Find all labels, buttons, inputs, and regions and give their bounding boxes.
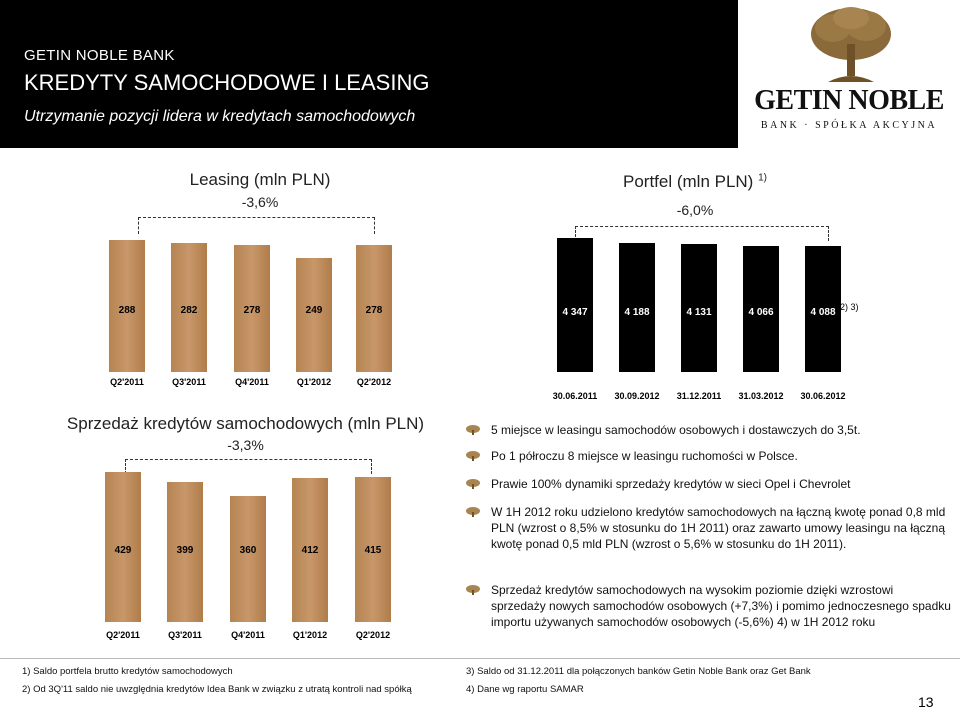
sprzedaz-category-label: Q3'2011 bbox=[168, 630, 202, 640]
leasing-value-label: 282 bbox=[180, 305, 198, 316]
portfel-bar bbox=[681, 244, 717, 372]
leasing-bar bbox=[171, 243, 207, 372]
leasing-chart-title: Leasing (mln PLN) bbox=[189, 170, 331, 189]
sprzedaz-category-label: Q2'2012 bbox=[355, 630, 391, 640]
portfel-title-text: Portfel (mln PLN) bbox=[622, 172, 754, 191]
portfel-value-label: 4 088 bbox=[810, 307, 836, 318]
portfel-value-label: 4 131 bbox=[686, 307, 712, 318]
portfel-bar bbox=[743, 246, 779, 372]
bullet-tree-icon bbox=[466, 507, 480, 517]
portfel-category-label: 31.12.2011 bbox=[676, 391, 722, 401]
portfel-chart-title: Portfel (mln PLN) 1) bbox=[600, 172, 790, 192]
portfel-bar bbox=[557, 237, 593, 372]
leasing-category-label: Q3'2011 bbox=[172, 377, 206, 387]
page-title: KREDYTY SAMOCHODOWE I LEASING bbox=[24, 70, 430, 95]
footnote-1: 1) Saldo portfela brutto kredytów samoch… bbox=[22, 666, 233, 677]
portfel-bracket bbox=[575, 226, 829, 241]
logo: GETIN NOBLE BANK · SPÓŁKA AKCYJNA bbox=[738, 0, 960, 148]
portfel-change: -6,0% bbox=[676, 202, 714, 218]
portfel-value-label: 4 347 bbox=[562, 307, 588, 318]
leasing-change: -3,6% bbox=[241, 194, 279, 210]
portfel-title-note: 1) bbox=[758, 172, 767, 184]
sprzedaz-value-label: 412 bbox=[301, 545, 319, 556]
portfel-value-label: 4 188 bbox=[624, 307, 650, 318]
page-number: 13 bbox=[918, 694, 934, 710]
bullet-text-4: W 1H 2012 roku udzielono kredytów samoch… bbox=[491, 505, 946, 551]
portfel-last-note: 2) 3) bbox=[840, 302, 859, 312]
sprzedaz-bar bbox=[230, 496, 266, 622]
bullet-tree-icon bbox=[466, 585, 480, 595]
leasing-category-label: Q4'2011 bbox=[235, 377, 269, 387]
sprzedaz-bar bbox=[105, 471, 141, 622]
leasing-value-label: 288 bbox=[118, 305, 136, 316]
portfel-category-label: 31.03.2012 bbox=[738, 391, 784, 401]
leasing-category-label: Q2'2012 bbox=[356, 377, 392, 387]
leasing-bar bbox=[296, 258, 332, 372]
sprzedaz-value-label: 429 bbox=[114, 545, 132, 556]
logo-name: GETIN NOBLE bbox=[754, 85, 944, 116]
portfel-bar bbox=[805, 245, 841, 372]
sprzedaz-value-label: 415 bbox=[364, 545, 382, 556]
sprzedaz-category-label: Q2'2011 bbox=[106, 630, 140, 640]
bullet-tree-icon bbox=[466, 425, 480, 435]
footer-divider bbox=[0, 658, 960, 659]
sprzedaz-category-label: Q4'2011 bbox=[231, 630, 265, 640]
sprzedaz-value-label: 399 bbox=[176, 545, 194, 556]
bullet-text-2: Po 1 półroczu 8 miejsce w leasingu rucho… bbox=[491, 449, 798, 463]
sprzedaz-chart-title: Sprzedaż kredytów samochodowych (mln PLN… bbox=[66, 414, 425, 433]
bank-name: GETIN NOBLE BANK bbox=[24, 47, 175, 64]
leasing-value-label: 278 bbox=[365, 305, 383, 316]
portfel-value-label: 4 066 bbox=[748, 307, 774, 318]
sprzedaz-category-label: Q1'2012 bbox=[292, 630, 328, 640]
leasing-value-label: 249 bbox=[305, 305, 323, 316]
sprzedaz-bracket bbox=[125, 459, 372, 474]
sprzedaz-bar bbox=[355, 476, 391, 622]
page-subtitle: Utrzymanie pozycji lidera w kredytach sa… bbox=[24, 108, 416, 125]
portfel-category-label: 30.09.2012 bbox=[614, 391, 660, 401]
bullet-tree-icon bbox=[466, 451, 480, 461]
leasing-category-label: Q1'2012 bbox=[296, 377, 332, 387]
sprzedaz-value-label: 360 bbox=[239, 545, 257, 556]
bullet-text-1: 5 miejsce w leasingu samochodów osobowyc… bbox=[491, 423, 861, 437]
portfel-category-label: 30.06.2011 bbox=[552, 391, 598, 401]
footnote-2: 2) Od 3Q'11 saldo nie uwzględnia kredytó… bbox=[22, 684, 412, 695]
portfel-bar bbox=[619, 242, 655, 372]
sprzedaz-bar bbox=[292, 477, 328, 622]
sprzedaz-bar bbox=[167, 482, 203, 622]
bullet-text-3: Prawie 100% dynamiki sprzedaży kredytów … bbox=[491, 477, 851, 491]
sprzedaz-change: -3,3% bbox=[227, 437, 264, 453]
leasing-category-label: Q2'2011 bbox=[110, 377, 144, 387]
footnote-3: 3) Saldo od 31.12.2011 dla połączonych b… bbox=[466, 666, 811, 677]
portfel-category-label: 30.06.2012 bbox=[800, 391, 846, 401]
leasing-bar bbox=[109, 240, 145, 372]
footnote-4: 4) Dane wg raportu SAMAR bbox=[466, 684, 584, 695]
bullet-tree-icon bbox=[466, 479, 480, 489]
leasing-bar bbox=[234, 245, 270, 372]
tree-icon bbox=[811, 7, 891, 82]
logo-tagline: BANK · SPÓŁKA AKCYJNA bbox=[760, 120, 938, 131]
leasing-bar bbox=[356, 245, 392, 372]
leasing-value-label: 278 bbox=[243, 305, 261, 316]
bullet-text-5: Sprzedaż kredytów samochodowych na wysok… bbox=[491, 583, 951, 629]
leasing-bracket bbox=[138, 217, 375, 234]
